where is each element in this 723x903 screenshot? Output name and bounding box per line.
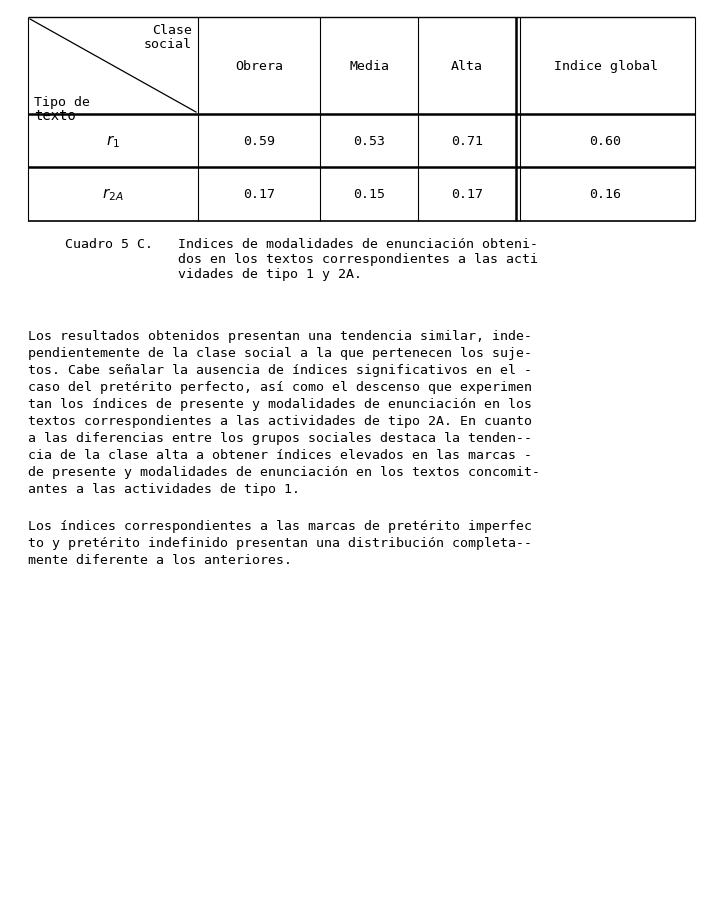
Text: 0.53: 0.53 <box>353 135 385 148</box>
Text: dos en los textos correspondientes a las acti: dos en los textos correspondientes a las… <box>178 253 538 265</box>
Text: Indices de modalidades de enunciación obteni-: Indices de modalidades de enunciación ob… <box>178 237 538 251</box>
Text: 0.16: 0.16 <box>589 189 622 201</box>
Text: mente diferente a los anteriores.: mente diferente a los anteriores. <box>28 554 292 566</box>
Text: 0.17: 0.17 <box>243 189 275 201</box>
Text: textos correspondientes a las actividades de tipo 2A. En cuanto: textos correspondientes a las actividade… <box>28 414 532 427</box>
Text: tan los índices de presente y modalidades de enunciación en los: tan los índices de presente y modalidade… <box>28 397 532 411</box>
Text: a las diferencias entre los grupos sociales destaca la tenden--: a las diferencias entre los grupos socia… <box>28 432 532 444</box>
Text: to y pretérito indefinido presentan una distribución completa--: to y pretérito indefinido presentan una … <box>28 536 532 549</box>
Text: Los índices correspondientes a las marcas de pretérito imperfec: Los índices correspondientes a las marca… <box>28 519 532 533</box>
Text: cia de la clase alta a obtener índices elevados en las marcas -: cia de la clase alta a obtener índices e… <box>28 449 532 461</box>
Text: Los resultados obtenidos presentan una tendencia similar, inde-: Los resultados obtenidos presentan una t… <box>28 330 532 342</box>
Text: 0.59: 0.59 <box>243 135 275 148</box>
Text: social: social <box>144 38 192 51</box>
Text: Alta: Alta <box>451 60 483 73</box>
Text: vidades de tipo 1 y 2A.: vidades de tipo 1 y 2A. <box>178 267 362 281</box>
Text: antes a las actividades de tipo 1.: antes a las actividades de tipo 1. <box>28 482 300 496</box>
Text: Tipo de: Tipo de <box>34 96 90 109</box>
Text: 0.71: 0.71 <box>451 135 483 148</box>
Text: Indice global: Indice global <box>554 60 657 73</box>
Text: 0.17: 0.17 <box>451 189 483 201</box>
Text: pendientemente de la clase social a la que pertenecen los suje-: pendientemente de la clase social a la q… <box>28 347 532 359</box>
Text: de presente y modalidades de enunciación en los textos concomit-: de presente y modalidades de enunciación… <box>28 465 540 479</box>
Text: 0.60: 0.60 <box>589 135 622 148</box>
Text: Clase: Clase <box>152 24 192 37</box>
Text: tos. Cabe señalar la ausencia de índices significativos en el -: tos. Cabe señalar la ausencia de índices… <box>28 364 532 377</box>
Text: Obrera: Obrera <box>235 60 283 73</box>
Text: Cuadro 5 C.: Cuadro 5 C. <box>65 237 153 251</box>
Text: $r_1$: $r_1$ <box>106 133 120 150</box>
Text: caso del pretérito perfecto, así como el descenso que experimen: caso del pretérito perfecto, así como el… <box>28 380 532 394</box>
Text: 0.15: 0.15 <box>353 189 385 201</box>
Text: Media: Media <box>349 60 389 73</box>
Text: $r_{2A}$: $r_{2A}$ <box>102 186 124 203</box>
Text: texto: texto <box>34 109 76 123</box>
